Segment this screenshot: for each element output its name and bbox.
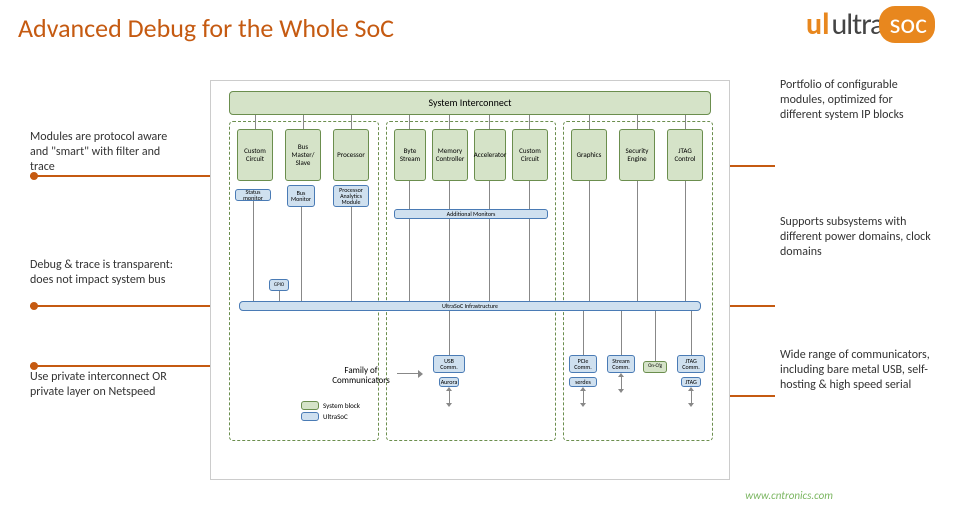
comm-jtag: JTAG Comm.	[677, 355, 705, 373]
watermark: www.cntronics.com	[745, 489, 833, 502]
connector	[301, 207, 302, 301]
additional-monitors: Additional Monitors	[394, 209, 548, 219]
family-of-communicators-label: Family of Communicators	[326, 366, 396, 386]
connector	[303, 115, 304, 129]
callout-left-2: Debug & trace is transparent: does not i…	[30, 258, 180, 288]
connector	[589, 115, 590, 129]
connector	[489, 115, 490, 129]
callout-line	[30, 305, 230, 307]
monitor-pam: Processor Analytics Module	[333, 185, 369, 207]
connector	[529, 219, 530, 301]
connector	[449, 311, 450, 355]
connector	[449, 115, 450, 129]
connector	[685, 115, 686, 129]
connector	[449, 181, 450, 209]
connector	[583, 311, 584, 355]
connector	[409, 181, 410, 209]
block-custom-circuit-1: Custom Circuit	[237, 129, 273, 181]
logo: ul ultra soc	[806, 6, 935, 43]
block-security-engine: Security Engine	[619, 129, 655, 181]
block-memory-controller: Memory Controller	[432, 129, 468, 181]
connector	[685, 181, 686, 301]
block-processor: Processor	[333, 129, 369, 181]
connector	[529, 181, 530, 209]
io-arrow	[691, 391, 692, 403]
connector	[351, 207, 352, 301]
system-interconnect: System Interconnect	[229, 91, 711, 115]
ultrasoc-infrastructure: UltraSoC Infrastructure	[239, 301, 701, 311]
comm-jtag-sub: JTAG	[681, 377, 701, 387]
callout-line	[30, 175, 240, 177]
connector	[529, 115, 530, 129]
block-bus-master-slave: Bus Master/ Slave	[285, 129, 321, 181]
io-arrow	[621, 377, 622, 389]
block-byte-stream: Byte Stream	[394, 129, 426, 181]
connector	[621, 311, 622, 355]
connector	[253, 201, 254, 301]
logo-soc: soc	[879, 6, 935, 43]
legend-label-ultrasoc: UltraSoC	[323, 412, 348, 421]
block-jtag-control: JTAG Control	[667, 129, 703, 181]
connector	[351, 115, 352, 129]
connector	[637, 181, 638, 301]
callout-right-1: Portfolio of configurable modules, optim…	[780, 78, 935, 123]
page-title: Advanced Debug for the Whole SoC	[18, 12, 394, 44]
connector	[489, 219, 490, 301]
connector	[655, 311, 656, 361]
callout-line	[30, 365, 228, 367]
callout-left-3: Use private interconnect OR private laye…	[30, 370, 180, 400]
diagram-container: System Interconnect Custom Circuit Bus M…	[210, 80, 730, 480]
legend-swatch-system	[301, 401, 319, 410]
io-arrow	[583, 391, 584, 403]
connector	[409, 115, 410, 129]
connector	[589, 181, 590, 301]
callout-right-2: Supports subsystems with different power…	[780, 215, 935, 260]
family-arrow	[397, 373, 419, 374]
logo-ul: ul	[806, 6, 829, 43]
monitor-status: Status monitor	[235, 189, 271, 201]
comm-serdes: serdes	[569, 377, 597, 387]
callout-right-3: Wide range of communicators, including b…	[780, 348, 935, 393]
block-graphics: Graphics	[571, 129, 607, 181]
connector	[409, 219, 410, 301]
callout-left-1: Modules are protocol aware and "smart" w…	[30, 130, 180, 175]
monitor-bus: Bus Monitor	[287, 185, 315, 207]
comm-oncfg: On-Cfg	[643, 361, 667, 373]
comm-aurora: Aurora	[439, 377, 459, 387]
legend-swatch-ultrasoc	[301, 412, 319, 421]
connector	[637, 115, 638, 129]
block-custom-circuit-2: Custom Circuit	[512, 129, 548, 181]
connector	[279, 291, 280, 301]
legend-system-block: System block	[301, 401, 360, 410]
legend: System block UltraSoC	[301, 401, 360, 423]
connector	[691, 311, 692, 355]
connector	[255, 115, 256, 129]
block-accelerator: Accelerator	[474, 129, 506, 181]
gpio-block: GPIO	[269, 279, 289, 291]
legend-label-system: System block	[323, 401, 360, 410]
io-arrow	[449, 391, 450, 403]
connector	[449, 219, 450, 301]
logo-ultra: ultra	[832, 6, 884, 43]
comm-usb: USB Comm.	[433, 355, 465, 373]
connector	[489, 181, 490, 209]
legend-ultrasoc: UltraSoC	[301, 412, 360, 421]
comm-stream: Stream Comm.	[607, 355, 635, 373]
comm-pcie: PCIe Comm.	[569, 355, 597, 373]
